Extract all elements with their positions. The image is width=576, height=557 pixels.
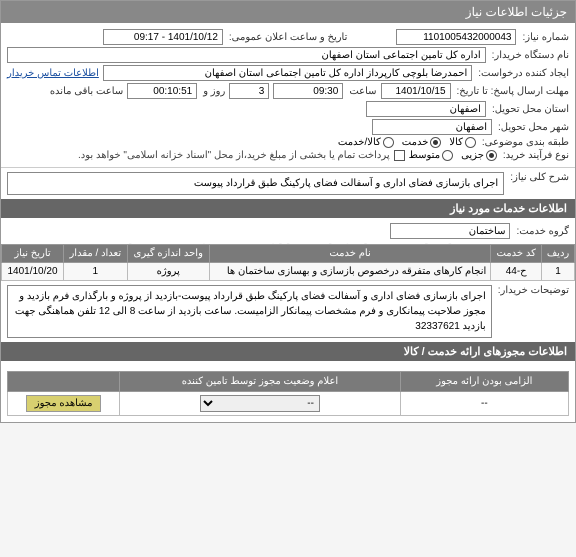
need-no-field: 1101005432000043 [396, 29, 516, 45]
buyer-notes-field: اجرای بازسازی فضای اداری و آسفالت فضای پ… [7, 285, 492, 338]
status-cell-action: مشاهده مجوز [8, 392, 120, 416]
cell-code: ح-44 [491, 263, 542, 281]
radio-service[interactable]: خدمت [402, 137, 442, 148]
th-qty: تعداد / مقدار [64, 245, 128, 263]
radio-circle-selected-icon [486, 150, 497, 161]
category-radio-group: کالا خدمت کالا/خدمت [338, 137, 476, 148]
radio-circle-selected-icon [430, 137, 441, 148]
radio-circle-icon [442, 150, 453, 161]
radio-circle-icon [383, 137, 394, 148]
header-title: جزئیات اطلاعات نیاز [466, 5, 567, 19]
province-field: اصفهان [366, 101, 486, 117]
remaining-label: ساعت باقی مانده [50, 86, 123, 97]
table-header-row: ردیف کد خدمت نام خدمت واحد اندازه گیری ت… [2, 245, 575, 263]
contact-link[interactable]: اطلاعات تماس خریدار [7, 68, 99, 79]
cell-qty: 1 [64, 263, 128, 281]
buyer-notes-label: توضیحات خریدار: [498, 285, 569, 296]
province-label: استان محل تحویل: [492, 104, 569, 115]
cell-name: انجام کارهای متفرقه درخصوص بازسازی و بهس… [209, 263, 491, 281]
remaining-field: 00:10:51 [127, 83, 197, 99]
city-field: اصفهان [372, 119, 492, 135]
group-field: ساختمان [390, 223, 510, 239]
th-code: کد خدمت [491, 245, 542, 263]
view-license-button[interactable]: مشاهده مجوز [26, 395, 102, 412]
th-mandatory: الزامی بودن ارائه مجوز [400, 372, 568, 392]
cell-unit: پروژه [127, 263, 209, 281]
th-unit: واحد اندازه گیری [127, 245, 209, 263]
th-action [8, 372, 120, 392]
time-label: ساعت [349, 86, 376, 97]
deadline-label: مهلت ارسال پاسخ: تا تاریخ: [457, 86, 569, 97]
requester-field: احمدرضا بلوچی کارپرداز اداره کل تامین اج… [103, 65, 472, 81]
cell-row: 1 [542, 263, 575, 281]
radio-medium[interactable]: متوسط [409, 150, 453, 161]
th-name: نام خدمت [209, 245, 491, 263]
need-no-label: شماره نیاز: [522, 32, 569, 43]
radio-goods[interactable]: کالا [449, 137, 476, 148]
status-cell-dropdown: -- [120, 392, 401, 416]
services-table: ردیف کد خدمت نام خدمت واحد اندازه گیری ت… [1, 244, 575, 281]
th-date: تاریخ نیاز [2, 245, 64, 263]
city-label: شهر محل تحویل: [498, 122, 569, 133]
announce-field: 1401/10/12 - 09:17 [103, 29, 223, 45]
status-table: الزامی بودن ارائه مجوز اعلام وضعیت مجوز … [7, 371, 569, 416]
buyer-label: نام دستگاه خریدار: [492, 50, 569, 61]
days-label: روز و [203, 86, 225, 97]
purchase-type-radio-group: جزیی متوسط [409, 150, 497, 161]
services-header: اطلاعات خدمات مورد نیاز [1, 199, 575, 218]
radio-both[interactable]: کالا/خدمت [338, 137, 394, 148]
radio-minor[interactable]: جزیی [461, 150, 497, 161]
th-row: ردیف [542, 245, 575, 263]
th-status: اعلام وضعیت مجوز توسط تامین کننده [120, 372, 401, 392]
licenses-header: اطلاعات مجوزهای ارائه خدمت / کالا [1, 342, 575, 361]
purchase-type-label: نوع فرآیند خرید: [503, 150, 569, 161]
category-label: طبقه بندی موضوعی: [482, 137, 569, 148]
status-cell-mandatory: -- [400, 392, 568, 416]
table-row: 1 ح-44 انجام کارهای متفرقه درخصوص بازساز… [2, 263, 575, 281]
status-header-row: الزامی بودن ارائه مجوز اعلام وضعیت مجوز … [8, 372, 569, 392]
cell-date: 1401/10/20 [2, 263, 64, 281]
status-row: -- -- مشاهده مجوز [8, 392, 569, 416]
radio-circle-icon [465, 137, 476, 148]
payment-checkbox[interactable] [394, 150, 405, 161]
deadline-time-field: 09:30 [273, 83, 343, 99]
requester-label: ایجاد کننده درخواست: [478, 68, 569, 79]
desc-field: اجرای بازسازی فضای اداری و آسفالت فضای پ… [7, 172, 504, 195]
deadline-date-field: 1401/10/15 [381, 83, 451, 99]
payment-note: پرداخت تمام یا بخشی از مبلغ خرید،از محل … [78, 150, 390, 161]
group-label: گروه خدمت: [516, 226, 569, 237]
desc-label: شرح کلی نیاز: [510, 172, 569, 183]
status-dropdown[interactable]: -- [200, 395, 320, 412]
page-header: جزئیات اطلاعات نیاز [1, 1, 575, 23]
announce-label: تاریخ و ساعت اعلان عمومی: [229, 32, 348, 43]
days-field: 3 [229, 83, 269, 99]
buyer-field: اداره کل تامین اجتماعی استان اصفهان [7, 47, 486, 63]
